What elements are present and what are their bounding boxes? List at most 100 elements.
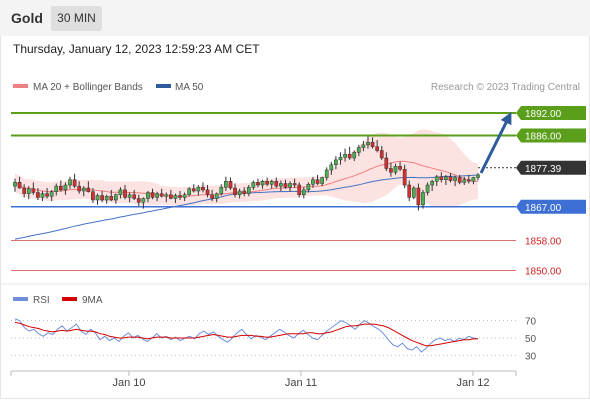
candle-body [45,193,49,197]
rsi-line [14,318,479,353]
candle [279,180,283,191]
candle-body [228,181,233,189]
candle-body [136,198,141,203]
rsi-legend-swatch [13,297,28,301]
candle [233,183,237,198]
candle [123,185,127,200]
time-tick-label: Jan 10 [112,377,145,389]
candle-body [155,193,159,198]
candle [453,176,457,187]
candle-body [72,179,77,187]
candle [146,191,150,203]
candle [118,187,123,199]
candle [63,182,68,195]
candle-body [141,198,146,203]
candle [384,152,389,172]
candle-body [334,159,338,165]
candle-body [320,177,324,184]
candle-body [182,194,187,198]
candle [36,188,40,200]
candle [283,179,288,189]
candle-body [169,194,173,199]
candle [201,182,205,193]
candle-body [31,188,36,193]
candle [269,179,274,189]
candle-body [54,185,59,192]
candle [224,176,228,191]
timeframe-selector[interactable]: 30 MIN [51,6,102,31]
candle-body [173,195,178,199]
candle [265,177,269,187]
candle [260,179,265,189]
candle-body [393,166,398,173]
candle-body [476,174,480,178]
candle [81,186,86,197]
candle [444,174,448,185]
candle [466,174,471,184]
candle-body [411,187,416,198]
time-tick-label: Jan 11 [285,377,317,389]
candle [127,192,132,203]
candle-body [81,187,86,192]
candle-body [132,194,137,199]
candle [334,156,338,170]
ma50-legend-label: MA 50 [175,82,204,93]
candle [315,174,320,185]
rsi-tick-label-50: 50 [525,334,537,345]
candle [242,187,247,197]
candle-body [379,150,384,159]
chart-header: Gold 30 MIN [0,0,590,36]
candle [219,184,224,196]
watermark: Research © 2023 Trading Central [431,82,580,93]
rsi-lines [14,318,479,353]
candle-body [389,168,393,173]
candle-body [36,192,40,198]
candle-body [370,142,375,147]
candle-body [416,187,421,206]
candle [54,183,59,196]
rsi-gridlines: 30 50 70 [11,317,537,362]
candle [178,191,182,200]
candle-body [191,188,196,192]
candle [434,174,439,187]
candle [457,174,462,185]
candle [352,150,357,161]
candle [292,178,297,188]
bollinger-bands [15,129,478,208]
candle [13,178,17,192]
candle [476,173,480,181]
candle [40,191,45,202]
candle [448,173,453,183]
candle [471,176,476,185]
candle-body [219,187,224,194]
candle-body [375,146,379,151]
candle-body [301,189,306,195]
candle-body [439,176,444,180]
level-label-4: 1858.00 [525,237,562,248]
candle [356,144,361,157]
candle-body [471,177,476,182]
candle-body [127,194,132,198]
candle [159,188,164,198]
time-axis: Jan 10 Jan 11 Jan 12 [10,371,517,389]
candle [114,193,118,204]
candle-body [224,181,228,188]
candle-body [49,191,54,197]
candle-body [311,179,315,185]
candle-body [201,187,205,191]
candle-body [274,181,279,187]
candle [439,172,444,183]
candle-body [214,193,219,199]
candle-body [279,183,283,187]
candle-body [210,194,214,199]
candle [210,189,214,202]
chart-timestamp: Thursday, January 12, 2023 12:59:23 AM C… [13,42,260,56]
level-label-3: 1867.00 [525,203,562,214]
level-label-2: 1877.39 [525,164,562,175]
candle [132,189,137,200]
candle [379,146,384,160]
candle-body [453,177,457,181]
candle-body [462,179,467,183]
candle-body [63,184,68,191]
candle [68,176,72,189]
